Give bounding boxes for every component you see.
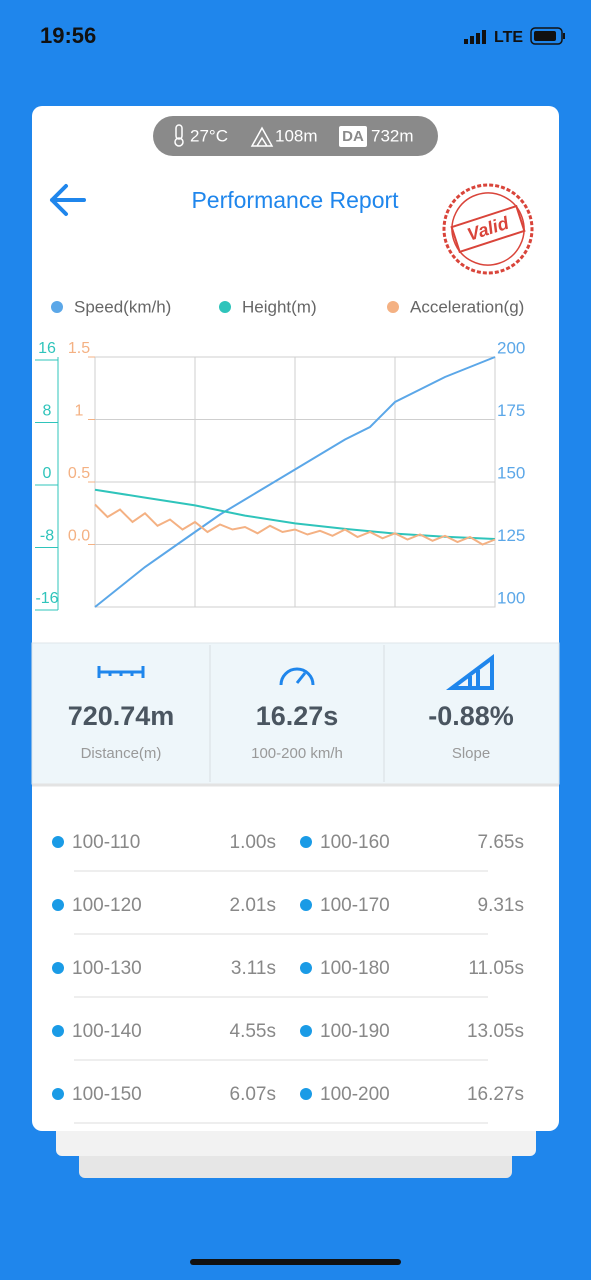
split-range: 100-140 bbox=[72, 1021, 142, 1042]
da-label: DA bbox=[342, 128, 364, 145]
slope-icon bbox=[446, 654, 494, 690]
split-dot bbox=[52, 836, 64, 848]
split-dot bbox=[300, 836, 312, 848]
y3-tick-label: 1 bbox=[75, 403, 84, 420]
split-range: 100-150 bbox=[72, 1084, 142, 1105]
signal-icon bbox=[464, 30, 486, 44]
y-tick-label: 175 bbox=[497, 401, 525, 420]
split-time: 4.55s bbox=[230, 1021, 276, 1042]
split-time: 2.01s bbox=[230, 895, 276, 916]
da-box bbox=[339, 126, 367, 147]
stat-label: Distance(m) bbox=[81, 745, 162, 762]
y-tick-label: 200 bbox=[497, 338, 525, 357]
split-dot bbox=[300, 1025, 312, 1037]
legend-dot bbox=[387, 301, 399, 313]
y2-tick-label: 8 bbox=[43, 403, 52, 420]
split-time: 9.31s bbox=[478, 895, 524, 916]
altitude: 108m bbox=[275, 126, 318, 145]
split-dot bbox=[300, 962, 312, 974]
split-time: 7.65s bbox=[478, 832, 524, 853]
split-time: 1.00s bbox=[230, 832, 276, 853]
status-network: LTE bbox=[494, 29, 523, 46]
stat-label: 100-200 km/h bbox=[251, 745, 343, 762]
split-time: 13.05s bbox=[467, 1021, 524, 1042]
conditions-pill bbox=[153, 116, 438, 156]
home-indicator bbox=[190, 1259, 401, 1265]
status-time: 19:56 bbox=[40, 23, 96, 48]
legend-label: Acceleration(g) bbox=[410, 297, 524, 316]
thermometer-icon bbox=[174, 124, 184, 147]
mountain-icon bbox=[250, 126, 274, 147]
legend-dot bbox=[219, 301, 231, 313]
series-line bbox=[94, 488, 496, 540]
y2-tick-label: 0 bbox=[43, 465, 52, 482]
y-tick-label: 150 bbox=[497, 463, 525, 482]
split-time: 6.07s bbox=[230, 1084, 276, 1105]
stat-value: -0.88% bbox=[428, 701, 514, 731]
series-line bbox=[94, 503, 496, 546]
split-dot bbox=[300, 1088, 312, 1100]
series-line bbox=[94, 356, 496, 608]
stat-value: 720.74m bbox=[68, 701, 175, 731]
back-button[interactable] bbox=[50, 184, 86, 216]
y-tick-label: 125 bbox=[497, 526, 525, 545]
split-range: 100-170 bbox=[320, 895, 390, 916]
stat-value: 16.27s bbox=[256, 701, 339, 731]
split-time: 11.05s bbox=[468, 958, 524, 979]
split-range: 100-190 bbox=[320, 1021, 390, 1042]
report-card bbox=[32, 106, 559, 1131]
y2-tick-label: 16 bbox=[38, 340, 56, 357]
split-range: 100-130 bbox=[72, 958, 142, 979]
stat-label: Slope bbox=[452, 745, 490, 762]
split-dot bbox=[300, 899, 312, 911]
y2-tick-label: -8 bbox=[40, 528, 54, 545]
split-range: 100-180 bbox=[320, 958, 390, 979]
legend-label: Height(m) bbox=[242, 297, 317, 316]
split-dot bbox=[52, 1025, 64, 1037]
density-altitude: 732m bbox=[371, 126, 414, 145]
page-title: Performance Report bbox=[191, 187, 399, 213]
y3-tick-label: 0.0 bbox=[68, 528, 90, 545]
split-dot bbox=[52, 962, 64, 974]
y3-tick-label: 0.5 bbox=[68, 465, 90, 482]
split-range: 100-160 bbox=[320, 832, 390, 853]
stats-panel bbox=[31, 642, 560, 785]
battery-icon bbox=[530, 27, 565, 45]
legend-dot bbox=[51, 301, 63, 313]
split-range: 100-200 bbox=[320, 1084, 390, 1105]
split-time: 16.27s bbox=[467, 1084, 524, 1105]
y-tick-label: 100 bbox=[497, 588, 525, 607]
split-dot bbox=[52, 1088, 64, 1100]
y3-tick-label: 1.5 bbox=[68, 340, 90, 357]
temperature: 27°C bbox=[190, 126, 228, 145]
split-time: 3.11s bbox=[231, 958, 276, 979]
split-range: 100-110 bbox=[72, 832, 140, 853]
y2-tick-label: -16 bbox=[35, 590, 58, 607]
split-range: 100-120 bbox=[72, 895, 142, 916]
legend-label: Speed(km/h) bbox=[74, 297, 171, 316]
ruler-icon bbox=[97, 666, 145, 678]
split-dot bbox=[52, 899, 64, 911]
speedometer-icon bbox=[279, 667, 315, 686]
